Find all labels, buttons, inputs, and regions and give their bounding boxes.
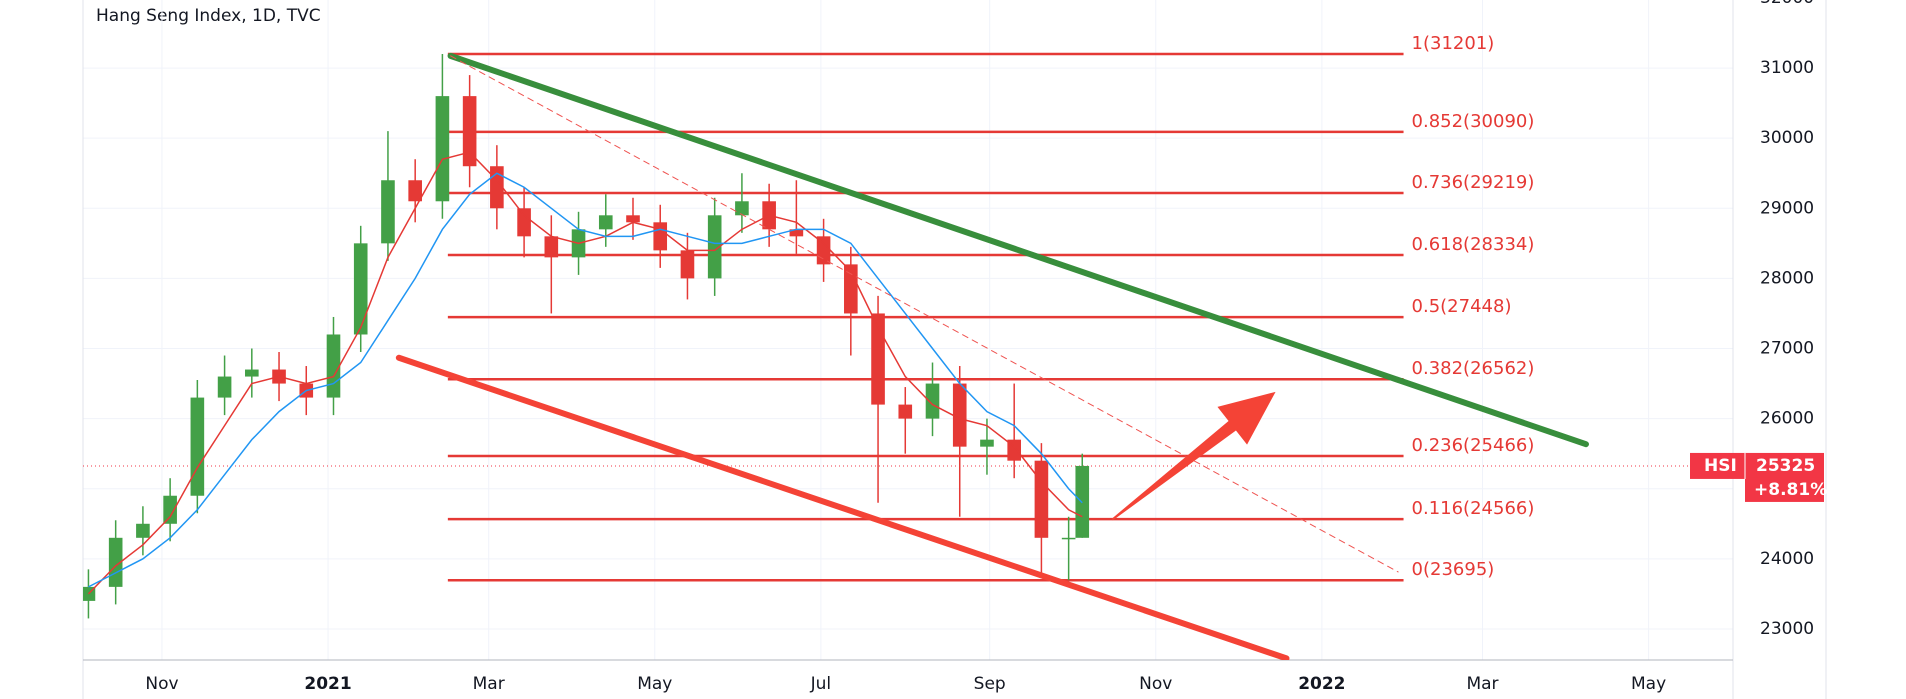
candle-body — [381, 180, 395, 244]
candle-body — [789, 229, 804, 237]
candle-body — [898, 404, 913, 419]
fib-label: 0.382(26562) — [1412, 358, 1535, 379]
fib-label: 0.5(27448) — [1412, 296, 1512, 317]
x-tick-label: 2022 — [1298, 674, 1345, 694]
y-tick-label: 26000 — [1760, 409, 1814, 429]
x-tick-label: Nov — [145, 674, 178, 694]
plot-area: 1(31201) 0.852(30090) 0.736(29219) 0.618(28… — [83, 33, 1733, 660]
x-tick-label: Mar — [473, 674, 505, 694]
moving-average — [88, 172, 1083, 588]
fib-label: 0.736(29219) — [1412, 172, 1535, 193]
change-label: +8.81% — [1754, 480, 1827, 500]
y-tick-label: 28000 — [1760, 268, 1814, 288]
trend-line — [395, 354, 1290, 660]
y-tick-label: 29000 — [1760, 198, 1814, 218]
fib-label: 1(31201) — [1412, 33, 1495, 54]
x-tick-label: Jul — [810, 674, 832, 694]
x-tick-label: Mar — [1466, 674, 1498, 694]
y-tick-label: 23000 — [1760, 619, 1814, 639]
candle-body — [1061, 537, 1076, 540]
last-price-label: 25325 — [1756, 456, 1815, 476]
candle-body — [1034, 460, 1049, 538]
fib-label: 0.116(24566) — [1412, 498, 1535, 519]
x-tick-label: 2021 — [304, 674, 351, 694]
candle-body — [408, 180, 422, 202]
x-tick-label: Sep — [974, 674, 1006, 694]
y-tick-label: 27000 — [1760, 339, 1814, 359]
candle-body — [980, 439, 994, 447]
y-tick-label: 24000 — [1760, 549, 1814, 569]
price-box — [1690, 452, 1824, 479]
arrow — [1111, 391, 1276, 521]
candle-body — [544, 236, 559, 258]
x-tick-label: May — [1631, 674, 1666, 694]
candle-body — [353, 243, 368, 335]
candle-body — [871, 313, 885, 405]
y-tick-label: 31000 — [1760, 58, 1814, 78]
candle-body — [517, 208, 531, 237]
candle-body — [598, 215, 613, 230]
chart-title: Hang Seng Index, 1D, TVC — [96, 6, 321, 26]
candle-body — [190, 397, 205, 496]
trend-line — [450, 55, 1399, 573]
candle-body — [952, 383, 967, 447]
y-tick-label: 30000 — [1760, 128, 1814, 148]
candle-body — [245, 369, 259, 377]
symbol-label: HSI — [1704, 456, 1737, 476]
fib-label: 0(23695) — [1412, 559, 1495, 580]
candle-body — [217, 376, 232, 398]
candle-body — [626, 215, 640, 223]
candle-body — [844, 264, 858, 314]
candle-body — [136, 523, 150, 538]
candle-body — [925, 383, 940, 419]
candle-body — [326, 334, 341, 398]
candle-body — [680, 250, 695, 279]
candle-body — [163, 495, 177, 524]
price-box — [1745, 477, 1824, 502]
fib-label: 0.852(30090) — [1412, 111, 1535, 132]
fib-label: 0.236(25466) — [1412, 435, 1535, 456]
x-tick-label: Nov — [1139, 674, 1172, 694]
candle-body — [707, 215, 722, 279]
candle-body — [653, 222, 668, 251]
fib-label: 0.618(28334) — [1412, 234, 1535, 255]
y-tick-label: 32000 — [1760, 0, 1814, 8]
candle-body — [462, 96, 477, 167]
trend-line — [447, 52, 1589, 448]
moving-average — [87, 151, 1083, 595]
candle-body — [435, 96, 450, 202]
candle-body — [735, 201, 749, 216]
x-tick-label: May — [637, 674, 672, 694]
